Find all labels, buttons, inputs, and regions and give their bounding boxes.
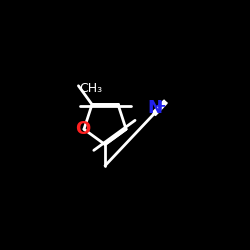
Text: CH₃: CH₃ <box>80 82 102 95</box>
Text: O: O <box>75 120 90 138</box>
Text: N: N <box>148 99 162 117</box>
Text: +: + <box>154 99 166 113</box>
